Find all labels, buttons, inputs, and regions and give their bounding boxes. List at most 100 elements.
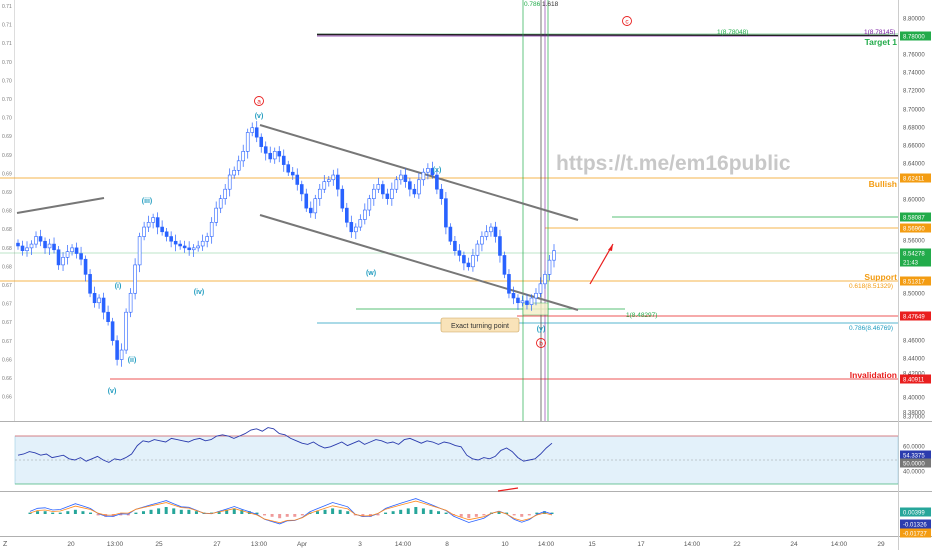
candle[interactable] [142, 226, 146, 237]
candle[interactable] [79, 253, 83, 260]
candle[interactable] [502, 255, 507, 275]
candle[interactable] [426, 168, 430, 173]
candle[interactable] [286, 164, 291, 173]
candle[interactable] [471, 255, 475, 268]
candle[interactable] [43, 240, 47, 249]
candle[interactable] [191, 247, 196, 251]
candle[interactable] [381, 184, 385, 195]
candle[interactable] [507, 274, 511, 294]
candle[interactable] [236, 160, 241, 171]
candle[interactable] [47, 243, 52, 249]
candle[interactable] [25, 247, 29, 252]
candle[interactable] [281, 155, 286, 165]
candle[interactable] [218, 198, 223, 209]
candle[interactable] [223, 188, 227, 199]
candle[interactable] [20, 245, 25, 252]
timezone-icon[interactable]: Z [3, 541, 8, 548]
candle[interactable] [164, 231, 169, 237]
candle[interactable] [133, 264, 137, 294]
candle[interactable] [88, 274, 92, 294]
candle[interactable] [403, 174, 408, 182]
candle[interactable] [272, 151, 277, 160]
candle[interactable] [169, 236, 173, 242]
candle[interactable] [430, 168, 435, 176]
candle[interactable] [453, 240, 457, 252]
candle[interactable] [34, 236, 38, 245]
candle[interactable] [511, 292, 516, 299]
candle[interactable] [97, 297, 101, 304]
candle[interactable] [493, 226, 498, 237]
candle[interactable] [435, 174, 439, 190]
candle[interactable] [182, 245, 187, 249]
candle[interactable] [412, 188, 417, 195]
candle[interactable] [363, 209, 367, 220]
candle[interactable] [268, 152, 273, 160]
candle[interactable] [227, 174, 232, 190]
candle[interactable] [394, 179, 399, 190]
candle[interactable] [358, 219, 363, 228]
candle[interactable] [232, 169, 237, 176]
candle[interactable] [308, 207, 313, 214]
candle[interactable] [29, 243, 34, 249]
candle[interactable] [151, 217, 155, 223]
candle[interactable] [331, 174, 336, 181]
candle[interactable] [543, 274, 547, 285]
channel-upper[interactable] [259, 124, 579, 221]
candle[interactable] [547, 259, 552, 275]
candle[interactable] [16, 242, 20, 247]
candle[interactable] [439, 188, 444, 199]
candle[interactable] [480, 236, 484, 245]
candle[interactable] [322, 181, 327, 190]
candle[interactable] [119, 349, 124, 360]
candle[interactable] [372, 188, 376, 199]
candle[interactable] [417, 179, 421, 195]
candle[interactable] [462, 255, 466, 264]
candle[interactable] [196, 245, 200, 249]
candle[interactable] [187, 247, 191, 251]
candle[interactable] [290, 171, 295, 176]
candle[interactable] [124, 311, 128, 351]
candle[interactable] [376, 184, 381, 190]
candle[interactable] [317, 188, 322, 199]
candle[interactable] [106, 311, 110, 322]
candle[interactable] [529, 297, 534, 305]
candle[interactable] [137, 236, 142, 266]
candle[interactable] [92, 292, 97, 304]
candle[interactable] [304, 193, 309, 209]
candle[interactable] [209, 222, 214, 237]
candle[interactable] [399, 174, 403, 181]
candle[interactable] [160, 226, 164, 233]
candle[interactable] [354, 226, 358, 233]
candle[interactable] [214, 207, 218, 223]
projection-arrow[interactable] [589, 243, 614, 285]
candle[interactable] [345, 207, 349, 223]
candle[interactable] [173, 240, 178, 245]
candle[interactable] [52, 243, 56, 251]
candle[interactable] [38, 236, 43, 242]
candle[interactable] [61, 257, 65, 266]
candle[interactable] [245, 132, 250, 152]
candle[interactable] [444, 198, 448, 228]
candle[interactable] [101, 297, 106, 313]
candle[interactable] [538, 283, 543, 294]
candle[interactable] [241, 151, 246, 162]
candle[interactable] [56, 249, 61, 266]
candle[interactable] [277, 151, 282, 157]
candle[interactable] [457, 250, 462, 256]
candle[interactable] [390, 188, 394, 199]
candle[interactable] [552, 250, 556, 261]
candle[interactable] [340, 188, 345, 209]
candle[interactable] [525, 300, 529, 305]
candle[interactable] [367, 198, 372, 211]
candle[interactable] [65, 251, 70, 258]
candle[interactable] [295, 174, 300, 185]
candle[interactable] [534, 292, 538, 299]
candle[interactable] [516, 297, 520, 304]
candle[interactable] [205, 236, 209, 242]
candle[interactable] [115, 340, 119, 360]
candle[interactable] [200, 240, 205, 247]
candle[interactable] [421, 171, 426, 181]
candle[interactable] [155, 217, 160, 228]
